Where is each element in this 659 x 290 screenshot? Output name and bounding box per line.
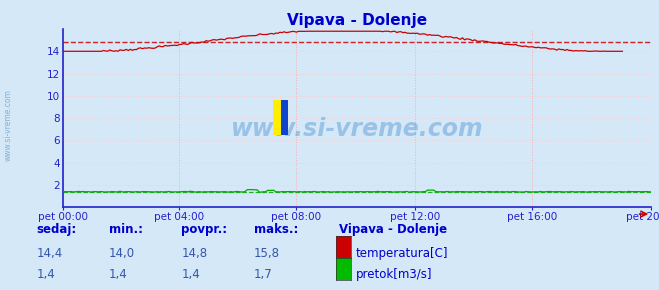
Text: sedaj:: sedaj:	[36, 224, 76, 236]
Text: 15,8: 15,8	[254, 247, 279, 260]
Text: povpr.:: povpr.:	[181, 224, 227, 236]
Text: www.si-vreme.com: www.si-vreme.com	[3, 89, 13, 161]
Text: 1,4: 1,4	[36, 269, 55, 281]
Title: Vipava - Dolenje: Vipava - Dolenje	[287, 13, 427, 28]
Text: 14,4: 14,4	[36, 247, 63, 260]
Text: 1,4: 1,4	[181, 269, 200, 281]
Text: 14,8: 14,8	[181, 247, 208, 260]
Text: www.si-vreme.com: www.si-vreme.com	[231, 117, 483, 141]
Text: 1,4: 1,4	[109, 269, 127, 281]
Text: 14,0: 14,0	[109, 247, 135, 260]
Text: pretok[m3/s]: pretok[m3/s]	[356, 269, 432, 281]
Text: Vipava - Dolenje: Vipava - Dolenje	[339, 224, 447, 236]
Text: temperatura[C]: temperatura[C]	[356, 247, 448, 260]
Text: maks.:: maks.:	[254, 224, 298, 236]
Text: min.:: min.:	[109, 224, 143, 236]
Bar	[281, 100, 288, 135]
Text: 1,7: 1,7	[254, 269, 272, 281]
